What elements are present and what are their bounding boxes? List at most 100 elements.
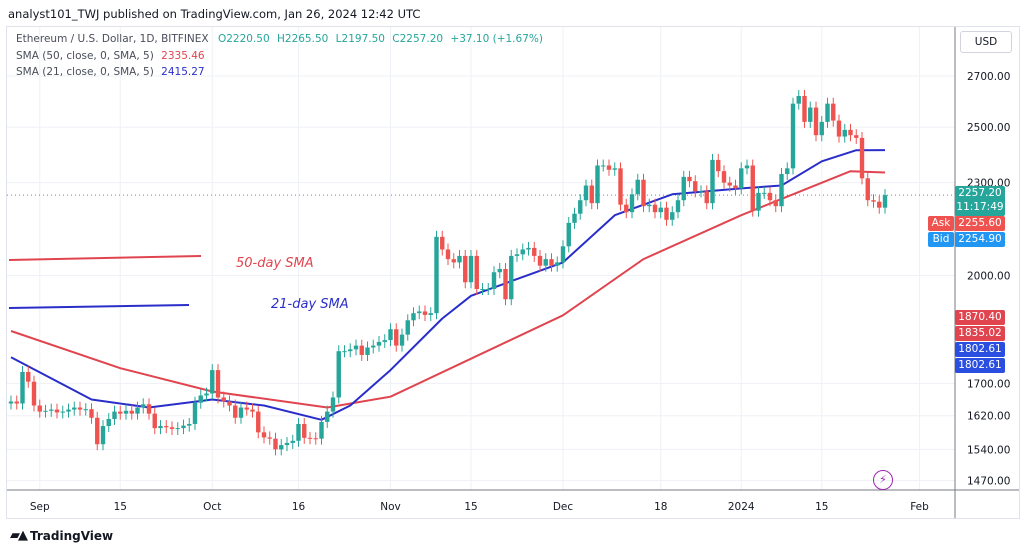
candle-down [716, 159, 721, 172]
candle-down [14, 401, 19, 404]
ohlc-open: O2220.50 [217, 33, 270, 45]
y-tick-label: 2500.00 [967, 122, 1010, 134]
candle-up [560, 246, 566, 263]
candle-up [796, 96, 801, 104]
candle-up [284, 442, 290, 446]
candle-up [106, 418, 111, 427]
candle-up [296, 423, 301, 441]
candle-up [739, 168, 744, 189]
candle-up [290, 440, 295, 443]
candle-down [503, 268, 508, 300]
annotation-sma50: 50-day SMA [236, 256, 314, 271]
sma50-legend[interactable]: SMA (50, close, 0, SMA, 5) 2335.46 [16, 50, 205, 62]
candle-down [221, 397, 226, 402]
candle-up [486, 289, 491, 291]
candle-down [641, 179, 646, 207]
lightning-icon[interactable]: ⚡ [873, 470, 893, 490]
candle-down [836, 120, 842, 137]
candle-down [215, 370, 221, 398]
candle-down [129, 410, 134, 414]
candle-down [802, 96, 807, 122]
candle-up [658, 207, 663, 213]
candle-up [744, 165, 750, 169]
candle-down [302, 423, 307, 438]
candle-up [371, 345, 376, 348]
candle-up [790, 103, 796, 169]
x-tick-label: Nov [380, 501, 401, 513]
x-tick-label: 16 [292, 501, 306, 513]
candle-down [244, 407, 249, 410]
x-tick-label: 2024 [728, 501, 755, 513]
countdown: 11:17:49 [956, 201, 1004, 213]
candle-up [612, 168, 617, 170]
candle-down [750, 165, 755, 211]
footer-brand[interactable]: ▰▲ TradingView [10, 528, 113, 543]
candle-down [359, 345, 364, 355]
annotation-line-sma21 [8, 304, 190, 309]
candle-down [687, 176, 692, 182]
ask-badge: 2255.60 [955, 216, 1005, 231]
currency-button[interactable]: USD [960, 31, 1012, 53]
price-chart[interactable]: 2700.002500.002300.002000.001700.001620.… [7, 27, 1019, 518]
chart-frame[interactable]: 2700.00 2500.00 2300.00 2000.00 1700.00 1620.… [6, 26, 1020, 519]
x-tick-label: Sep [30, 501, 50, 513]
sma21-badge-2: 1802.61 [955, 358, 1005, 373]
candle-down [767, 192, 773, 201]
sma21-value: 2415.27 [161, 66, 205, 78]
candle-up [365, 347, 370, 355]
candle-down [721, 171, 727, 183]
candle-up [198, 395, 203, 403]
candle-up [520, 249, 525, 255]
candle-down [537, 255, 543, 266]
candle-up [457, 255, 462, 263]
candle-up [762, 192, 767, 194]
candle-up [785, 168, 790, 175]
candle-up [629, 194, 635, 213]
candle-down [440, 236, 445, 250]
candle-up [135, 407, 140, 414]
candle-up [43, 410, 48, 412]
sma21-badge-1: 1802.61 [955, 342, 1005, 357]
candle-down [89, 409, 94, 418]
candle-up [509, 255, 514, 300]
candle-up [468, 255, 474, 283]
candle-up [578, 200, 583, 214]
candle-up [376, 341, 382, 346]
candle-up [83, 409, 88, 411]
candle-down [859, 137, 865, 179]
candle-up [514, 254, 520, 256]
y-tick-label: 1470.00 [967, 475, 1010, 487]
y-tick-label: 1700.00 [967, 379, 1010, 391]
candle-up [497, 268, 502, 273]
candle-up [601, 165, 606, 167]
candle-down [624, 204, 629, 213]
ohlc-low: L2197.50 [335, 33, 385, 45]
candle-up [698, 191, 704, 193]
candle-up [210, 370, 215, 394]
symbol-legend: Ethereum / U.S. Dollar, 1D, BITFINEX O22… [16, 33, 543, 45]
annotation-sma21: 21-day SMA [271, 297, 349, 312]
candle-up [353, 345, 359, 350]
sma21-legend[interactable]: SMA (21, close, 0, SMA, 5) 2415.27 [16, 66, 205, 78]
candle-down [227, 401, 232, 406]
candle-down [37, 405, 42, 412]
x-tick-label: 18 [654, 501, 667, 513]
candle-down [704, 191, 709, 204]
candle-up [675, 200, 681, 213]
candle-up [882, 195, 888, 208]
ohlc-high: H2265.50 [277, 33, 329, 45]
candle-down [164, 426, 169, 428]
candle-down [733, 185, 738, 189]
candle-down [233, 405, 238, 418]
symbol-name[interactable]: Ethereum / U.S. Dollar, 1D, BITFINEX [16, 33, 209, 45]
candle-down [532, 247, 537, 256]
candle-down [854, 135, 859, 138]
y-tick-label: 2700.00 [967, 71, 1010, 83]
candle-down [77, 407, 83, 410]
tradingview-logo-icon: ▰▲ [10, 528, 28, 543]
candle-up [72, 407, 77, 410]
sma50-value: 2335.46 [161, 50, 205, 62]
y-tick-label: 2000.00 [967, 271, 1010, 283]
candle-down [307, 437, 313, 439]
annotation-line-sma50 [8, 255, 202, 261]
